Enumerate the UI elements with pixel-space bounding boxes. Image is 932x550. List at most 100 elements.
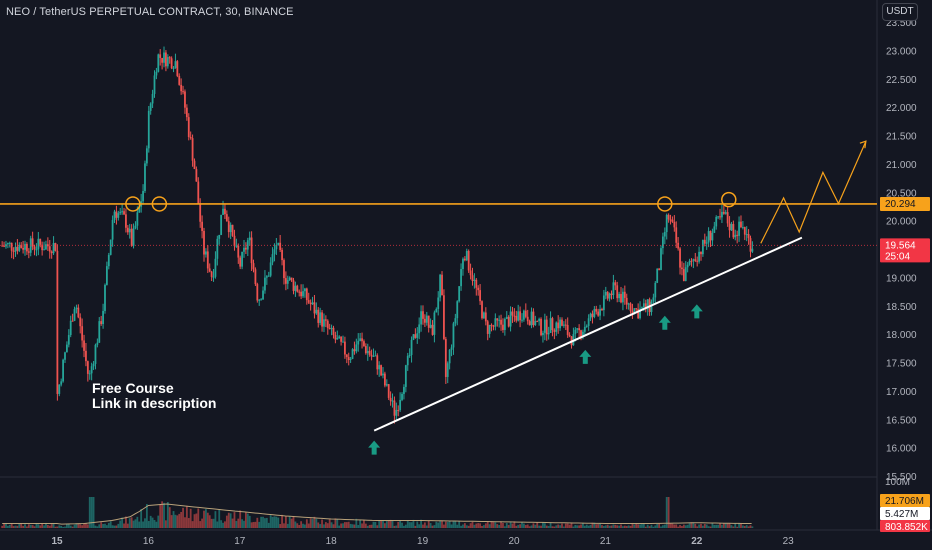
candle-body <box>591 313 594 317</box>
candle-body <box>602 295 605 311</box>
volume-bar <box>465 525 468 528</box>
currency-button[interactable]: USDT <box>882 3 918 21</box>
volume-bar <box>557 524 560 528</box>
volume-bar <box>728 523 731 528</box>
candle-body <box>700 251 702 255</box>
volume-bar <box>572 526 575 528</box>
volume-bar <box>267 522 270 528</box>
volume-bar <box>606 524 609 528</box>
volume-bar <box>168 507 171 528</box>
volume-bar <box>246 513 249 528</box>
volume-bar <box>467 525 470 528</box>
candle-body <box>709 231 712 241</box>
volume-bar <box>663 524 666 528</box>
candle-body <box>635 308 638 310</box>
candle-body <box>524 310 527 317</box>
candle-body <box>163 52 165 63</box>
candle-body <box>269 262 272 276</box>
volume-bar <box>562 526 565 528</box>
candle-body <box>205 251 207 255</box>
y-tick-label: 22.500 <box>886 75 917 86</box>
volume-bar <box>479 523 482 528</box>
volume-bar <box>555 525 558 528</box>
volume-bar <box>481 525 483 528</box>
candle-body <box>92 363 95 367</box>
volume-bar <box>566 523 569 528</box>
volume-bar <box>290 518 293 528</box>
volume-bar <box>509 522 512 528</box>
volume-bar <box>462 524 464 528</box>
candle-body <box>534 321 537 326</box>
volume-bar <box>582 522 584 528</box>
volume-bar <box>317 522 320 528</box>
candle-body <box>33 246 36 250</box>
volume-bar <box>437 522 440 528</box>
volume-bar <box>641 524 643 528</box>
volume-bar <box>283 523 285 528</box>
candle-body <box>254 269 257 285</box>
volume-avg-tag-bg <box>880 494 930 507</box>
candle-body <box>227 221 230 233</box>
volume-bar <box>494 522 497 528</box>
volume-bar <box>391 521 394 528</box>
volume-bar <box>599 523 601 528</box>
candle-body <box>180 84 183 92</box>
candle-body <box>475 279 478 288</box>
y-tick-label: 23.500 <box>886 18 917 29</box>
candle-body <box>212 276 215 278</box>
volume-bar <box>538 525 541 528</box>
candle-body <box>665 214 668 233</box>
volume-bar <box>18 523 21 528</box>
candle-body <box>1 245 4 247</box>
candle-body <box>58 384 61 394</box>
candle-body <box>138 206 141 213</box>
volume-bar <box>454 521 457 528</box>
volume-bar <box>648 526 651 528</box>
volume-bar <box>170 515 173 528</box>
candle-body <box>543 319 546 333</box>
volume-bar <box>195 513 198 528</box>
volume-bar <box>187 518 190 528</box>
candle-body <box>448 349 451 364</box>
volume-bar <box>526 524 529 528</box>
volume-bar <box>305 519 308 528</box>
volume-bar <box>374 522 377 528</box>
volume-bar <box>433 525 436 528</box>
candle-body <box>378 365 381 370</box>
volume-bar <box>743 526 746 528</box>
y-tick-label: 20.000 <box>886 217 917 228</box>
volume-bar <box>277 517 280 528</box>
volume-bar <box>601 525 603 528</box>
candle-body <box>88 373 91 375</box>
volume-bar <box>292 515 295 528</box>
volume-bar <box>79 524 82 528</box>
candle-body <box>747 234 750 239</box>
candle-body <box>422 311 424 319</box>
candle-body <box>98 321 101 343</box>
candle-body <box>22 247 25 250</box>
volume-bar <box>382 520 384 528</box>
volume-bar <box>597 524 600 528</box>
volume-bar <box>717 524 720 528</box>
volume-bar <box>412 519 415 528</box>
candle-body <box>355 344 358 352</box>
candle-body <box>715 216 718 227</box>
volume-bar <box>416 521 419 528</box>
candle-body <box>206 251 209 269</box>
candle-body <box>610 293 613 295</box>
volume-bar <box>490 521 493 528</box>
candle-body <box>658 268 660 270</box>
volume-bar <box>140 509 143 528</box>
volume-bar <box>498 524 501 528</box>
volume-bar <box>397 521 400 528</box>
candle-body <box>233 235 236 247</box>
candle-body <box>151 93 154 104</box>
volume-bar <box>302 523 304 528</box>
candle-body <box>593 308 596 317</box>
volume-bar <box>189 508 192 528</box>
volume-bar <box>616 525 619 528</box>
candle-body <box>187 117 190 138</box>
volume-max-label: 100M <box>885 477 910 488</box>
